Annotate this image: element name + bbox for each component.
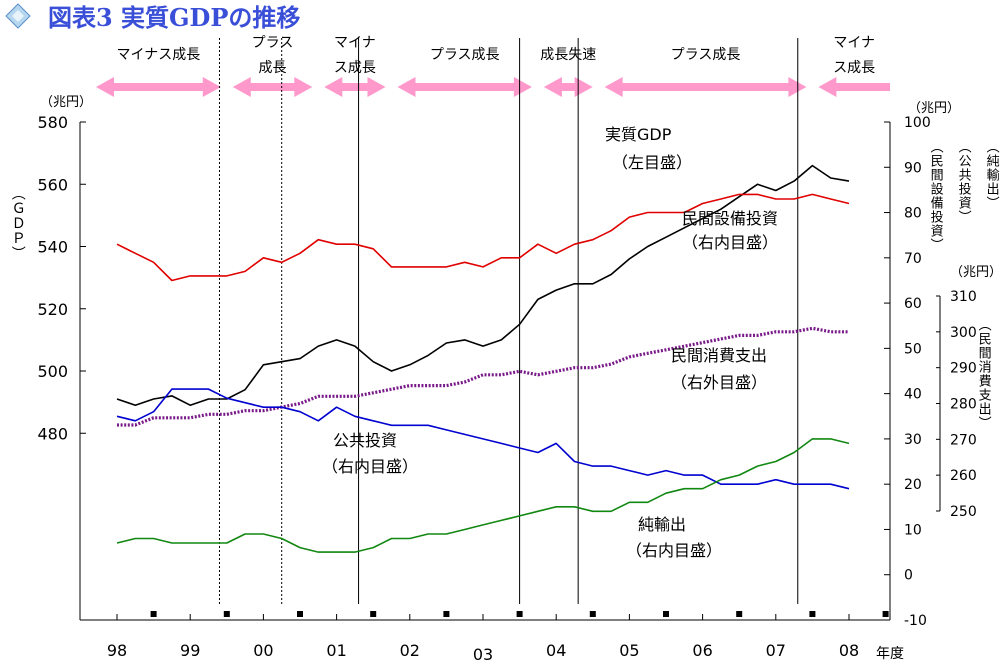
capex-label: 民間設備投資 — [682, 209, 778, 228]
x-tick-label: 00 — [253, 641, 273, 660]
right-inner-tick-label: 50 — [904, 341, 922, 357]
right-inner-tick-label: 30 — [904, 432, 922, 448]
series-labels: 実質GDP （左目盛） 民間設備投資 （右内目盛） 民間消費支出 （右外目盛） … — [322, 125, 778, 560]
right-inner-tick-label: 0 — [904, 568, 913, 584]
x-quarter-marker — [663, 611, 669, 617]
phase-label: マイナ — [833, 35, 875, 51]
net-exports-line — [116, 438, 850, 553]
right-outer-tick-label: 300 — [950, 325, 977, 341]
gdp-label: 実質GDP — [605, 125, 672, 144]
netexports-label: 純輸出 — [638, 515, 686, 534]
right-inner-tick-label: 90 — [904, 160, 922, 176]
left-tick-label: 480 — [37, 424, 68, 443]
right-outer-unit-label: （兆円） — [950, 265, 1002, 280]
phase-label: プラス — [252, 35, 294, 51]
title-block: 図表3 実質GDPの推移 — [5, 3, 300, 32]
x-quarter-marker — [882, 611, 889, 617]
consumption-label: 民間消費支出 — [671, 346, 767, 365]
x-quarter-marker — [443, 611, 450, 617]
gdp-label-sub: （左目盛） — [612, 153, 692, 172]
right-inner-tick-label: 10 — [904, 522, 922, 538]
x-tick-label: 07 — [766, 641, 786, 660]
x-tick-label: 98 — [107, 641, 127, 660]
phase-arrow — [397, 77, 532, 97]
series-lines — [116, 164, 850, 553]
capex-label-sub: （右内目盛） — [682, 233, 778, 252]
right-inner-tick-label: 70 — [904, 251, 922, 267]
phase-label: マイナス成長 — [117, 47, 201, 63]
right-inner-tick-label: 40 — [904, 387, 922, 403]
right-outer-tick-label: 250 — [950, 504, 977, 520]
x-tick-label: 99 — [180, 641, 200, 660]
phase-arrow — [604, 77, 807, 97]
phase-arrow — [543, 77, 593, 97]
right-outer-tick-label: 310 — [950, 289, 977, 305]
right-inner-tick-label: 60 — [904, 296, 922, 312]
consumption-line — [117, 326, 849, 427]
x-tick-label: 08 — [839, 641, 859, 660]
phase-label: マイナ — [334, 35, 376, 51]
right-outer-tick-label: 280 — [950, 397, 977, 413]
phase-label: プラス成長 — [430, 47, 500, 63]
left-tick-label: 520 — [37, 300, 68, 319]
phase-label: 成長失速 — [540, 47, 596, 63]
netexports-label-sub: （右内目盛） — [626, 541, 722, 560]
right-outer-tick-label: 260 — [950, 468, 977, 484]
phase-arrow — [324, 77, 386, 97]
x-quarter-marker — [150, 611, 157, 617]
x-quarter-marker — [809, 611, 816, 617]
x-tick-label: 03 — [473, 645, 493, 663]
right-inner-tick-label: 80 — [904, 206, 922, 222]
capex-line — [116, 193, 850, 282]
right-axis-title-public: （公共投資） — [955, 140, 971, 224]
axis-units: （兆円） （兆円） （兆円） 年度 — [40, 95, 1002, 662]
period-dividers — [218, 38, 799, 604]
x-quarter-marker — [297, 611, 303, 617]
right-axis-title-consumption: （民間消費支出） — [975, 318, 991, 430]
left-unit-label: （兆円） — [40, 95, 92, 110]
axes: 480500520540560580-100102030405060708090… — [37, 113, 976, 663]
phase-label: ス成長 — [334, 60, 376, 76]
right-inner-tick-label: 20 — [904, 477, 922, 493]
x-quarter-marker — [370, 611, 377, 617]
phase-arrow — [96, 77, 221, 97]
left-tick-label: 540 — [37, 238, 68, 257]
phase-arrow — [818, 77, 890, 97]
right-inner-tick-label: 100 — [904, 115, 931, 131]
chart-title: 図表3 実質GDPの推移 — [48, 3, 300, 32]
right-outer-tick-label: 270 — [950, 432, 977, 448]
left-tick-label: 560 — [37, 175, 68, 194]
fiscal-year-label: 年度 — [876, 646, 904, 662]
left-tick-label: 580 — [37, 113, 68, 132]
right-outer-tick-label: 290 — [950, 361, 977, 377]
right-inner-tick-label: -10 — [904, 613, 927, 629]
x-tick-label: 02 — [400, 641, 420, 660]
x-tick-label: 01 — [326, 641, 346, 660]
x-tick-label: 05 — [619, 641, 639, 660]
x-quarter-marker — [223, 611, 230, 617]
right-axis-title-capex: （民間設備投資） — [927, 140, 943, 252]
left-axis-title: （ＧＤＰ） — [9, 186, 26, 261]
x-quarter-marker — [736, 611, 743, 617]
x-quarter-marker — [516, 611, 523, 617]
phase-label: ス成長 — [833, 60, 875, 76]
gdp-line — [116, 164, 850, 407]
title-icon — [5, 3, 31, 29]
x-quarter-marker — [589, 611, 596, 617]
left-tick-label: 500 — [37, 362, 68, 381]
public-investment-line — [116, 388, 850, 490]
right-unit-label: （兆円） — [908, 101, 960, 116]
phase-label: プラス成長 — [671, 47, 741, 63]
public-label: 公共投資 — [333, 431, 397, 450]
phase-arrow — [232, 77, 313, 97]
x-tick-label: 04 — [546, 641, 566, 660]
consumption-label-sub: （右外目盛） — [671, 373, 767, 392]
right-axis-title-netexports: （純輸出） — [983, 140, 999, 210]
phase-label: 成長 — [259, 60, 287, 76]
public-label-sub: （右内目盛） — [322, 457, 418, 476]
x-tick-label: 06 — [692, 641, 712, 660]
